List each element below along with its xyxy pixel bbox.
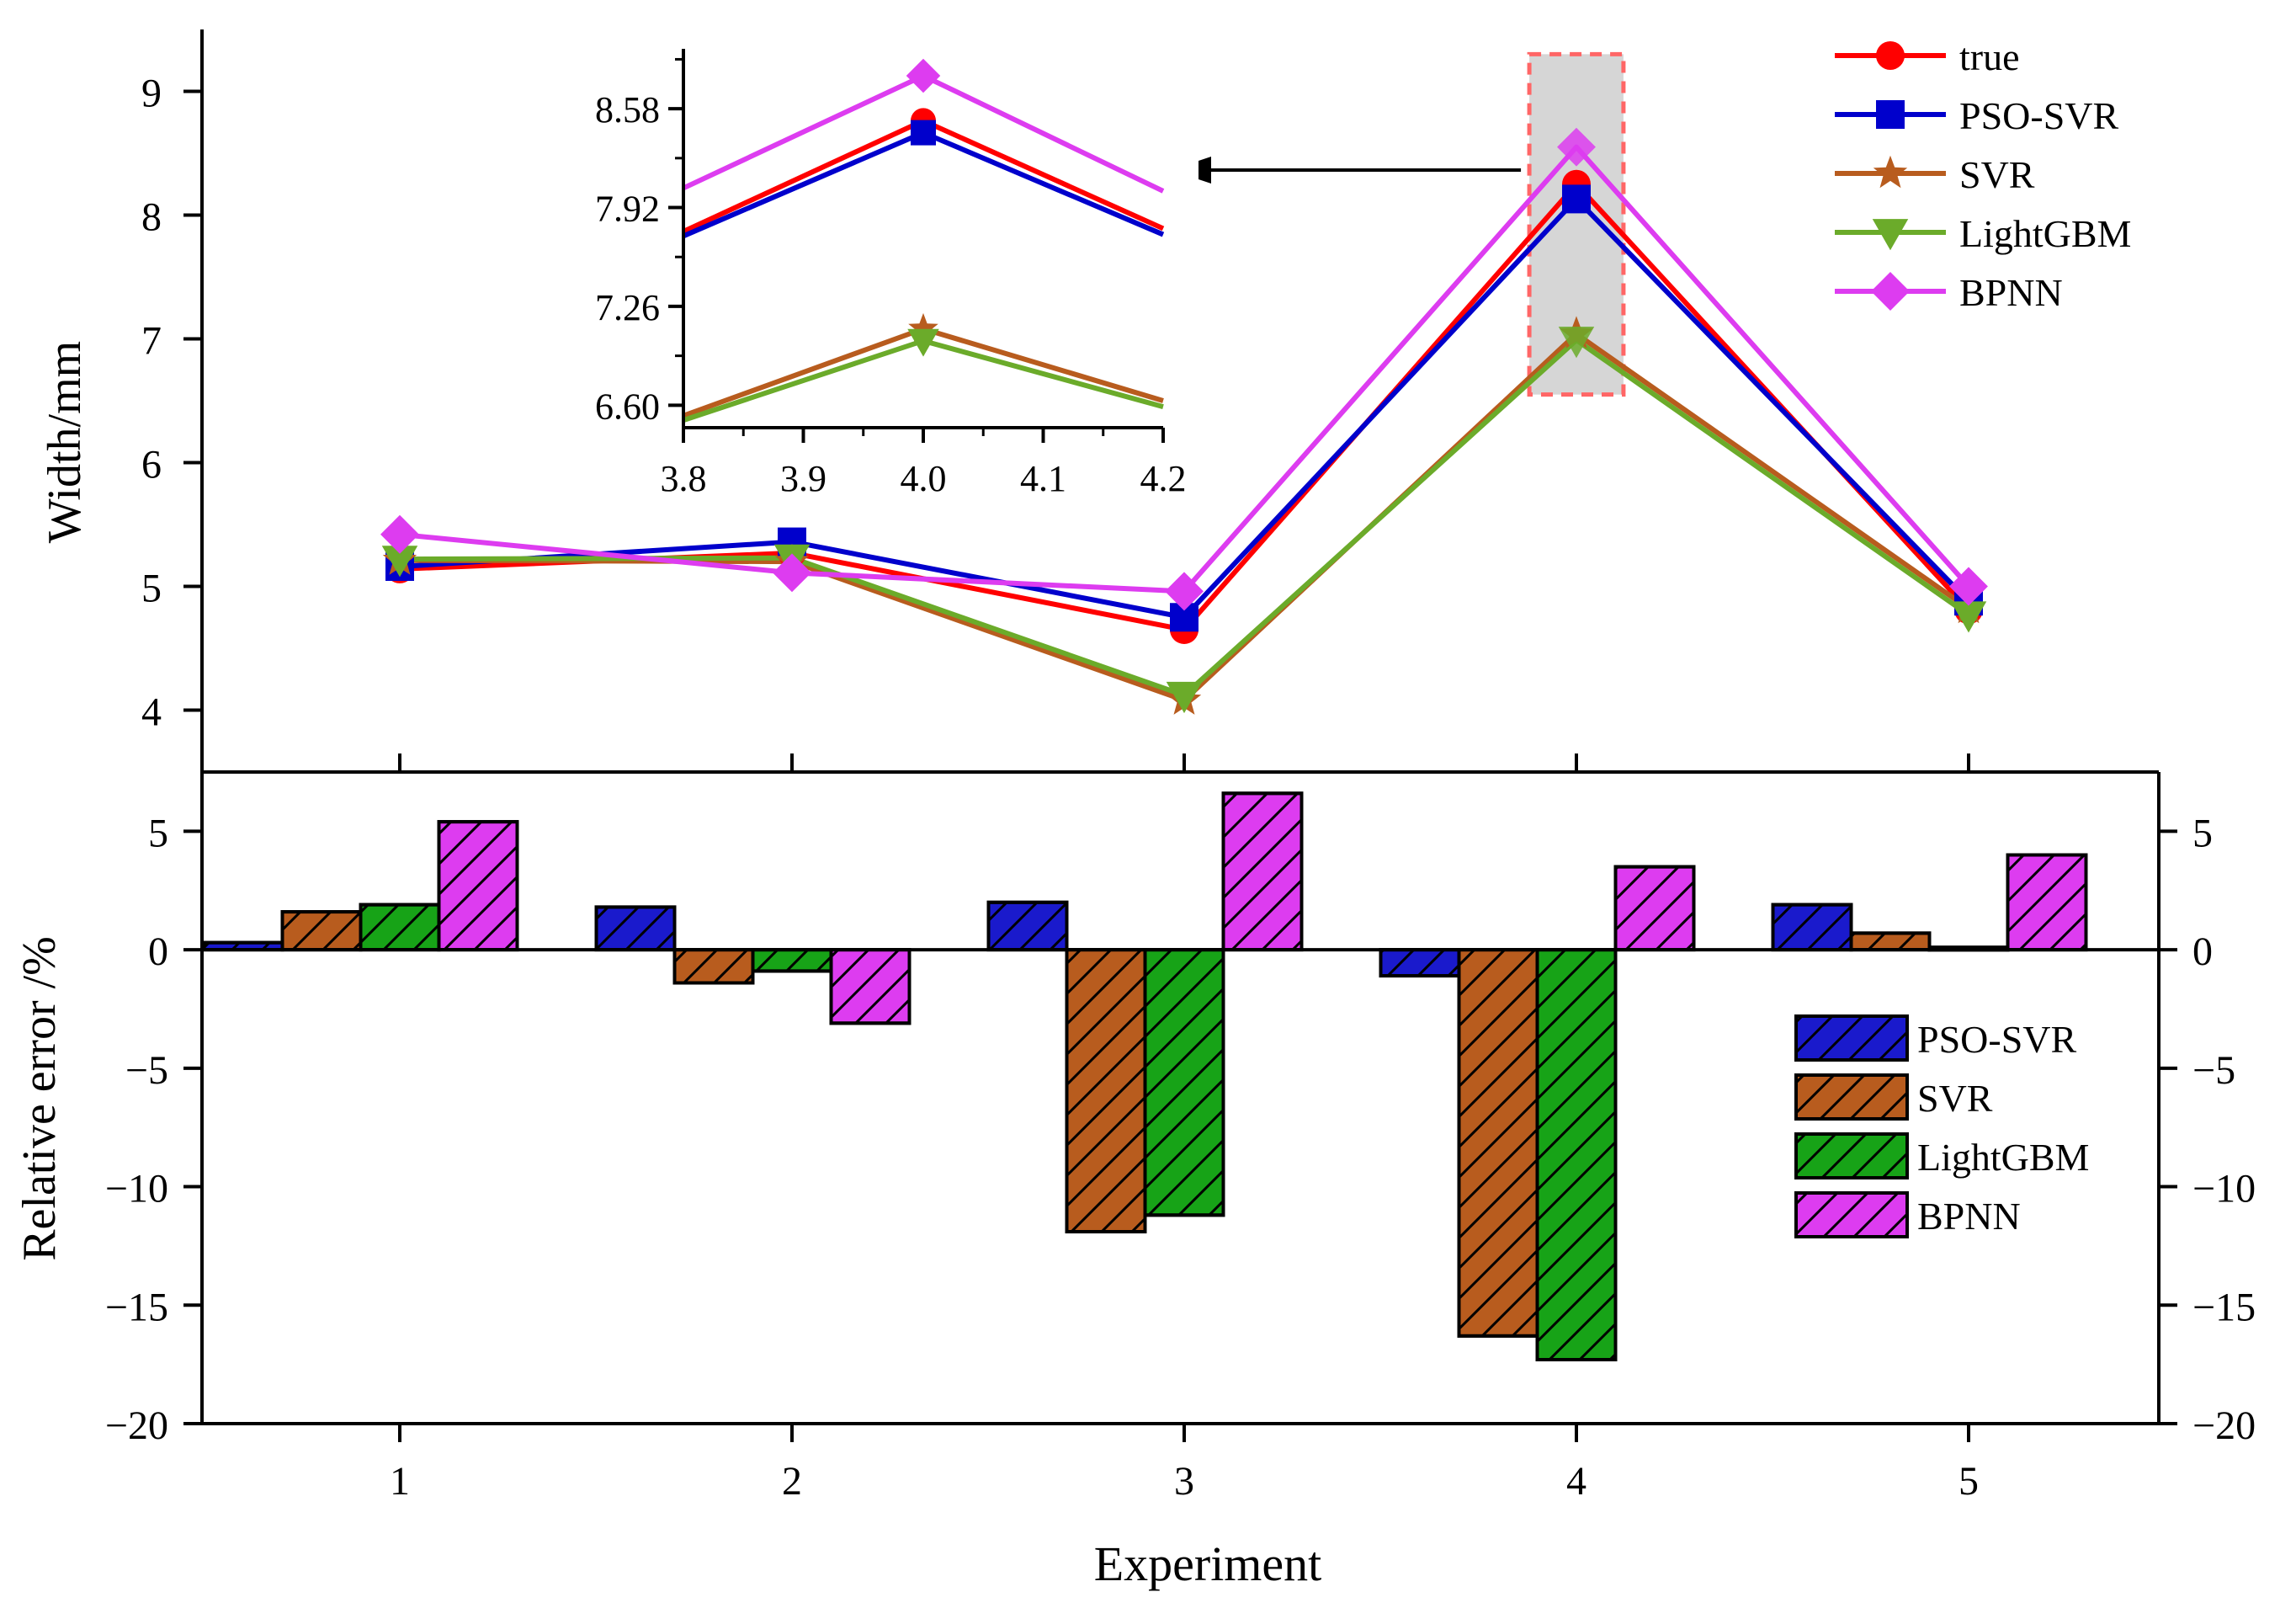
inset-x-tick-label: 4.2 xyxy=(1140,458,1187,499)
inset-line-PSO-SVR xyxy=(682,130,1165,239)
inset-y-tick-label: 6.60 xyxy=(595,386,660,427)
right-y-tick-label: −5 xyxy=(2192,1048,2235,1093)
legend-swatch-hatch-BPNN xyxy=(1794,1191,1909,1238)
inset-x-tick-label: 4.1 xyxy=(1020,458,1066,499)
inset-y-tick-label: 8.58 xyxy=(595,89,660,130)
bar-hatch-BPNN-exp5 xyxy=(2006,853,2088,952)
bar-hatch-SVR-exp4 xyxy=(1457,948,1539,1338)
x-axis-title: Experiment xyxy=(1094,1536,1322,1591)
legend-label-true: true xyxy=(1959,35,2020,78)
inset-x-tick-label: 3.8 xyxy=(661,458,707,499)
inset-point-PSO-SVR xyxy=(911,120,936,146)
legend-swatch-hatch-PSO-SVR xyxy=(1794,1014,1909,1062)
bar-hatch-PSO-SVR-exp3 xyxy=(986,900,1069,952)
x-tick-label: 1 xyxy=(390,1459,410,1504)
point-BPNN-2 xyxy=(773,553,811,593)
inset-x-tick-label: 4.0 xyxy=(901,458,947,499)
top-y-tick-label: 9 xyxy=(141,72,162,116)
legend-marker-PSO-SVR xyxy=(1876,100,1905,129)
right-y-tick-label: −15 xyxy=(2192,1285,2256,1329)
x-tick-label: 5 xyxy=(1959,1459,1979,1504)
top-line-chart: 4 5 6 7 8 9 Width/mm xyxy=(39,29,1988,772)
inset-point-LightGBM xyxy=(907,328,939,357)
bar-hatch-SVR-exp2 xyxy=(672,948,755,985)
right-y-tick-label: −10 xyxy=(2192,1167,2256,1211)
bottom-bar-chart: −20 −20 −15 −15 −10 −10 −5 −5 0 0 5 5 1 2 3 4 5 Experimen… xyxy=(13,753,2256,1591)
right-y-tick-label: −20 xyxy=(2192,1403,2256,1448)
top-y-tick-label: 6 xyxy=(141,443,162,487)
legend-marker-BPNN xyxy=(1871,272,1910,311)
bar-hatch-PSO-SVR-exp2 xyxy=(594,905,677,952)
inset-point-BPNN xyxy=(906,58,941,93)
point-LightGBM-5 xyxy=(1950,601,1987,633)
inset-zoom-chart: 6.60 7.26 7.92 8.58 3.8 3.9 4.0 4.1 4.2 xyxy=(595,40,1198,499)
inset-clip-left xyxy=(650,40,682,429)
bar-hatch-SVR-exp3 xyxy=(1065,948,1147,1234)
point-BPNN-4 xyxy=(1557,127,1596,167)
top-y-tick-label: 7 xyxy=(141,319,162,364)
bar-hatch-PSO-SVR-exp5 xyxy=(1771,903,1853,952)
point-LightGBM-3 xyxy=(1166,681,1203,714)
x-tick-label: 2 xyxy=(782,1459,802,1504)
point-LightGBM-4 xyxy=(1558,327,1595,359)
legend-label-LightGBM: LightGBM xyxy=(1959,212,2131,255)
left-y-tick-label: −5 xyxy=(125,1048,168,1093)
top-y-tick-label: 4 xyxy=(141,690,162,735)
bottom-y-axis-title: Relative error /% xyxy=(13,936,66,1261)
point-BPNN-1 xyxy=(380,514,419,554)
legend-label-PSO-SVR: PSO-SVR xyxy=(1917,1018,2077,1061)
top-y-tick-label: 8 xyxy=(141,195,162,240)
inset-y-tick-label: 7.26 xyxy=(595,287,660,328)
legend-swatch-hatch-SVR xyxy=(1794,1073,1909,1121)
legend-label-SVR: SVR xyxy=(1917,1077,1993,1120)
legend-label-LightGBM: LightGBM xyxy=(1917,1136,2089,1179)
x-tick-label: 3 xyxy=(1174,1459,1194,1504)
left-y-tick-label: −10 xyxy=(105,1167,168,1211)
legend-label-PSO-SVR: PSO-SVR xyxy=(1959,94,2119,137)
point-LightGBM-1 xyxy=(381,546,418,578)
legend-label-SVR: SVR xyxy=(1959,153,2035,196)
legend-marker-SVR xyxy=(1873,155,1908,189)
line-legend: true PSO-SVR SVR LightGBM BPNN xyxy=(1835,35,2131,314)
bar-hatch-LightGBM-exp4 xyxy=(1535,948,1618,1362)
legend-marker-LightGBM xyxy=(1872,219,1909,251)
bar-hatch-SVR-exp1 xyxy=(280,910,363,952)
bar-hatch-SVR-exp5 xyxy=(1849,931,1932,952)
top-y-axis-title: Width/mm xyxy=(39,341,91,543)
inset-point-SVR xyxy=(908,312,938,342)
inset-y-tick-label: 7.92 xyxy=(595,189,660,230)
left-y-tick-label: 5 xyxy=(148,811,168,855)
right-y-tick-label: 5 xyxy=(2192,811,2213,855)
legend-label-BPNN: BPNN xyxy=(1917,1195,2021,1238)
legend-marker-true xyxy=(1876,41,1905,70)
x-tick-label: 4 xyxy=(1566,1459,1586,1504)
bar-hatch-BPNN-exp2 xyxy=(829,948,911,1025)
legend-label-BPNN: BPNN xyxy=(1959,271,2063,314)
left-y-tick-label: −15 xyxy=(105,1285,168,1329)
left-y-tick-label: −20 xyxy=(105,1403,168,1448)
point-PSO-SVR-4 xyxy=(1562,184,1591,214)
bar-hatch-BPNN-exp1 xyxy=(437,820,519,952)
bar-legend: PSO-SVR SVR LightGBM BPNN xyxy=(1794,1014,2089,1238)
bar-hatch-LightGBM-exp3 xyxy=(1143,948,1225,1217)
bar-hatch-BPNN-exp3 xyxy=(1221,791,1304,952)
bar-hatch-LightGBM-exp1 xyxy=(359,903,441,952)
point-BPNN-5 xyxy=(1949,567,1988,606)
left-y-tick-label: 0 xyxy=(148,929,168,974)
bar-hatch-LightGBM-exp2 xyxy=(751,948,833,973)
inset-x-tick-label: 3.9 xyxy=(780,458,826,499)
bar-hatch-PSO-SVR-exp4 xyxy=(1379,948,1461,978)
point-BPNN-3 xyxy=(1165,572,1204,611)
bar-hatch-BPNN-exp4 xyxy=(1613,865,1696,952)
legend-swatch-hatch-LightGBM xyxy=(1794,1132,1909,1179)
right-y-tick-label: 0 xyxy=(2192,929,2213,974)
inset-clip-right xyxy=(1165,40,1198,429)
top-y-tick-label: 5 xyxy=(141,567,162,611)
